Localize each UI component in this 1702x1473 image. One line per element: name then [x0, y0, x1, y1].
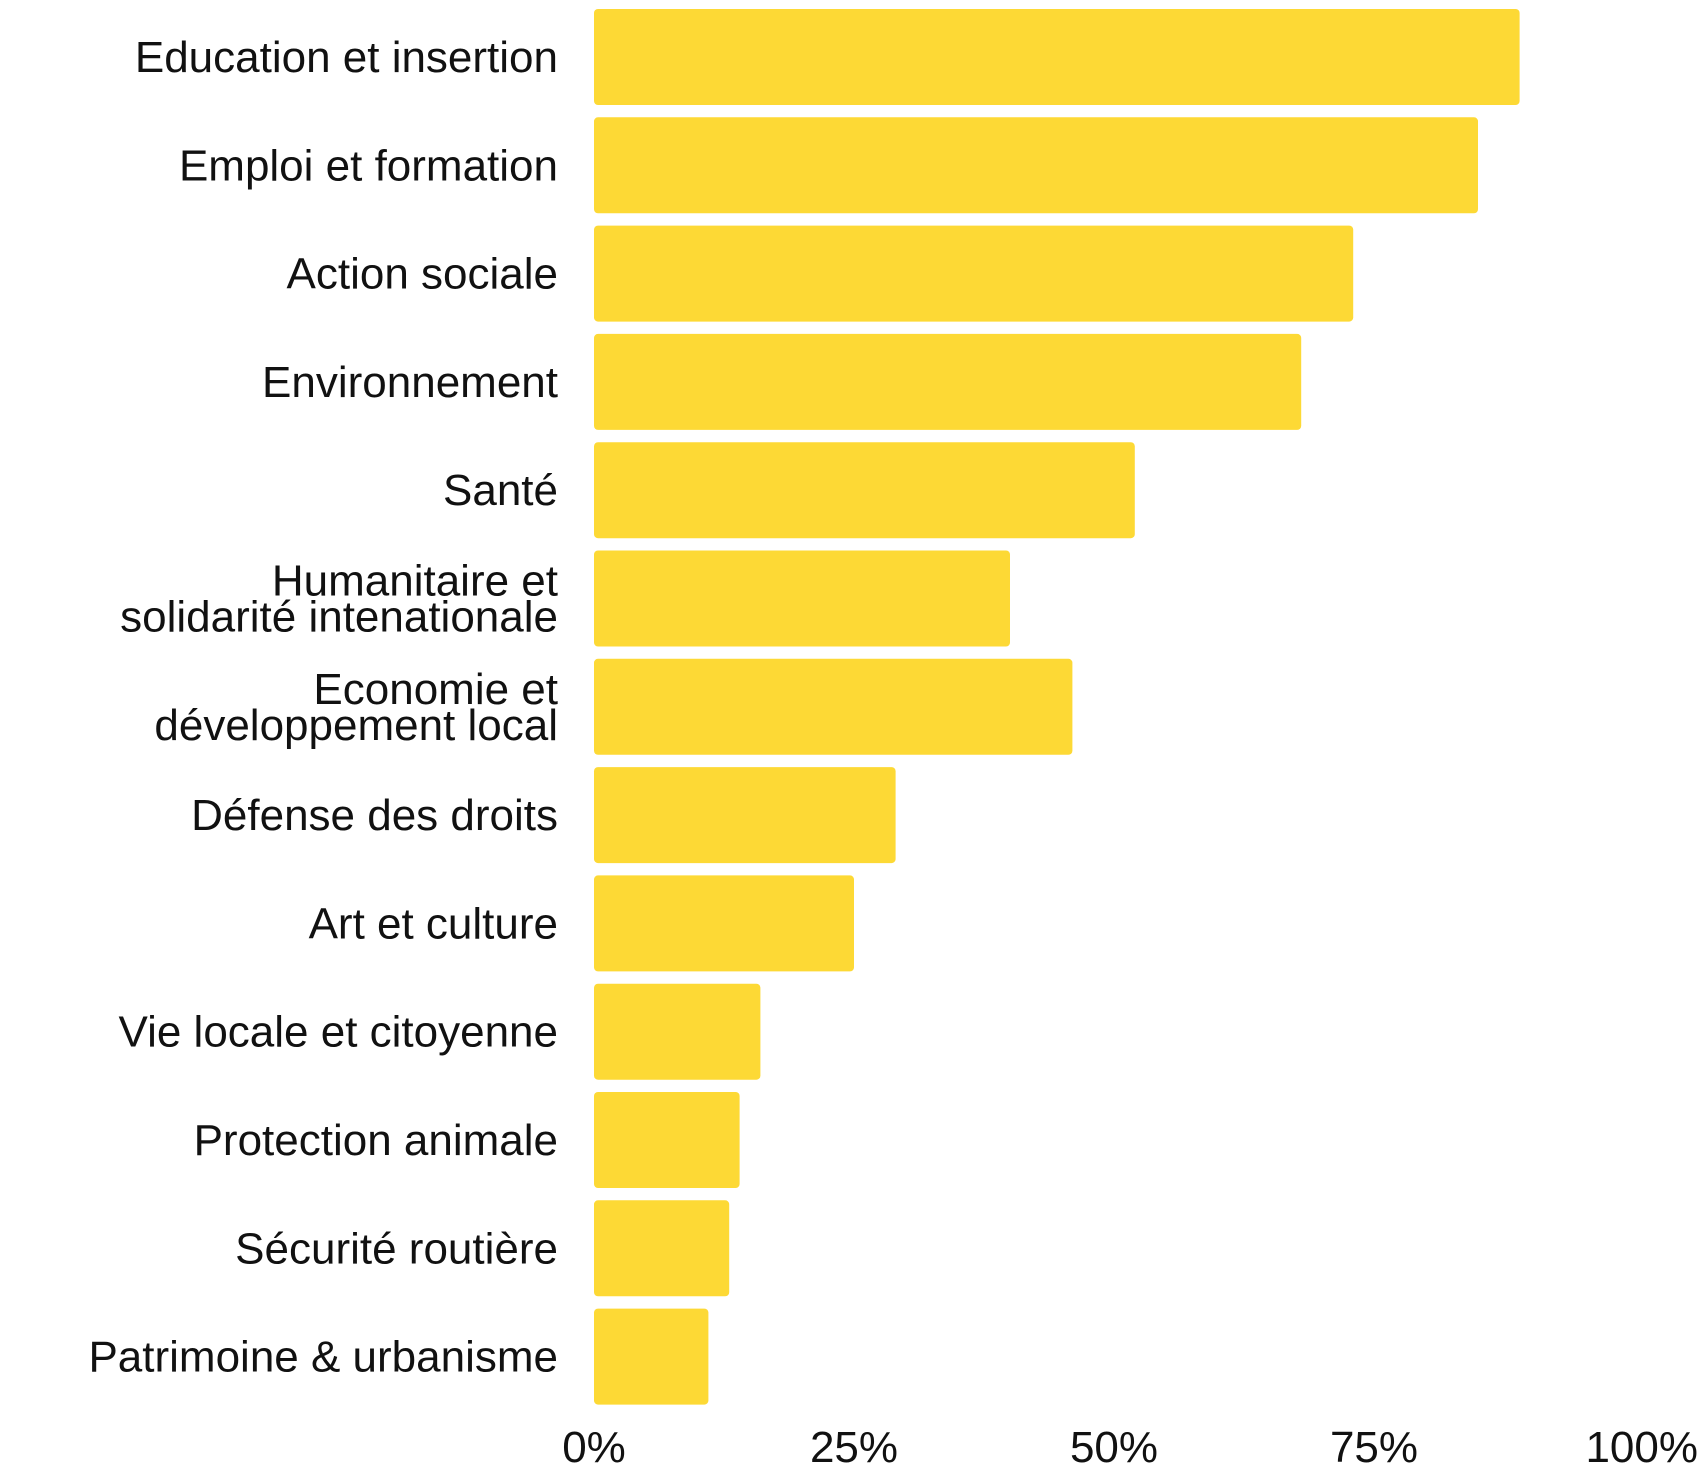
bar	[594, 442, 1135, 539]
category-label: Vie locale et citoyenne	[119, 1008, 558, 1057]
x-axis-tick-labels-group: 0% 25% 50% 75% 100%	[562, 1423, 1698, 1472]
category-labels-group: Education et insertion Emploi et formatio…	[88, 33, 558, 1382]
bar	[594, 1092, 740, 1188]
bars-group	[594, 9, 1520, 1405]
category-label: Humanitaire et solidarité intenationale	[120, 557, 558, 642]
category-label: Art et culture	[309, 899, 558, 948]
x-tick-label: 0%	[562, 1423, 626, 1472]
category-label: Santé	[443, 466, 558, 515]
category-label: Emploi et formation	[179, 141, 558, 190]
category-label: Environnement	[262, 358, 558, 407]
category-label: Education et insertion	[135, 33, 558, 82]
category-label: Economie et développement local	[154, 665, 558, 750]
bar	[594, 1200, 730, 1297]
category-label: Défense des droits	[191, 791, 558, 840]
x-tick-label: 100%	[1585, 1423, 1698, 1472]
category-label: Sécurité routière	[235, 1224, 558, 1273]
category-label: Action sociale	[287, 250, 558, 299]
bar	[594, 658, 1073, 755]
category-label: Patrimoine & urbanisme	[88, 1333, 558, 1382]
x-tick-label: 75%	[1330, 1423, 1418, 1472]
bar	[594, 9, 1520, 105]
x-tick-label: 25%	[810, 1423, 898, 1472]
bar	[594, 225, 1354, 322]
category-label: Protection animale	[194, 1116, 558, 1165]
x-tick-label: 50%	[1070, 1423, 1158, 1472]
bar	[594, 875, 854, 972]
bar	[594, 983, 761, 1080]
bar	[594, 767, 896, 864]
bar	[594, 333, 1302, 430]
bar	[594, 550, 1010, 647]
bar	[594, 117, 1478, 214]
bar	[594, 1308, 709, 1405]
